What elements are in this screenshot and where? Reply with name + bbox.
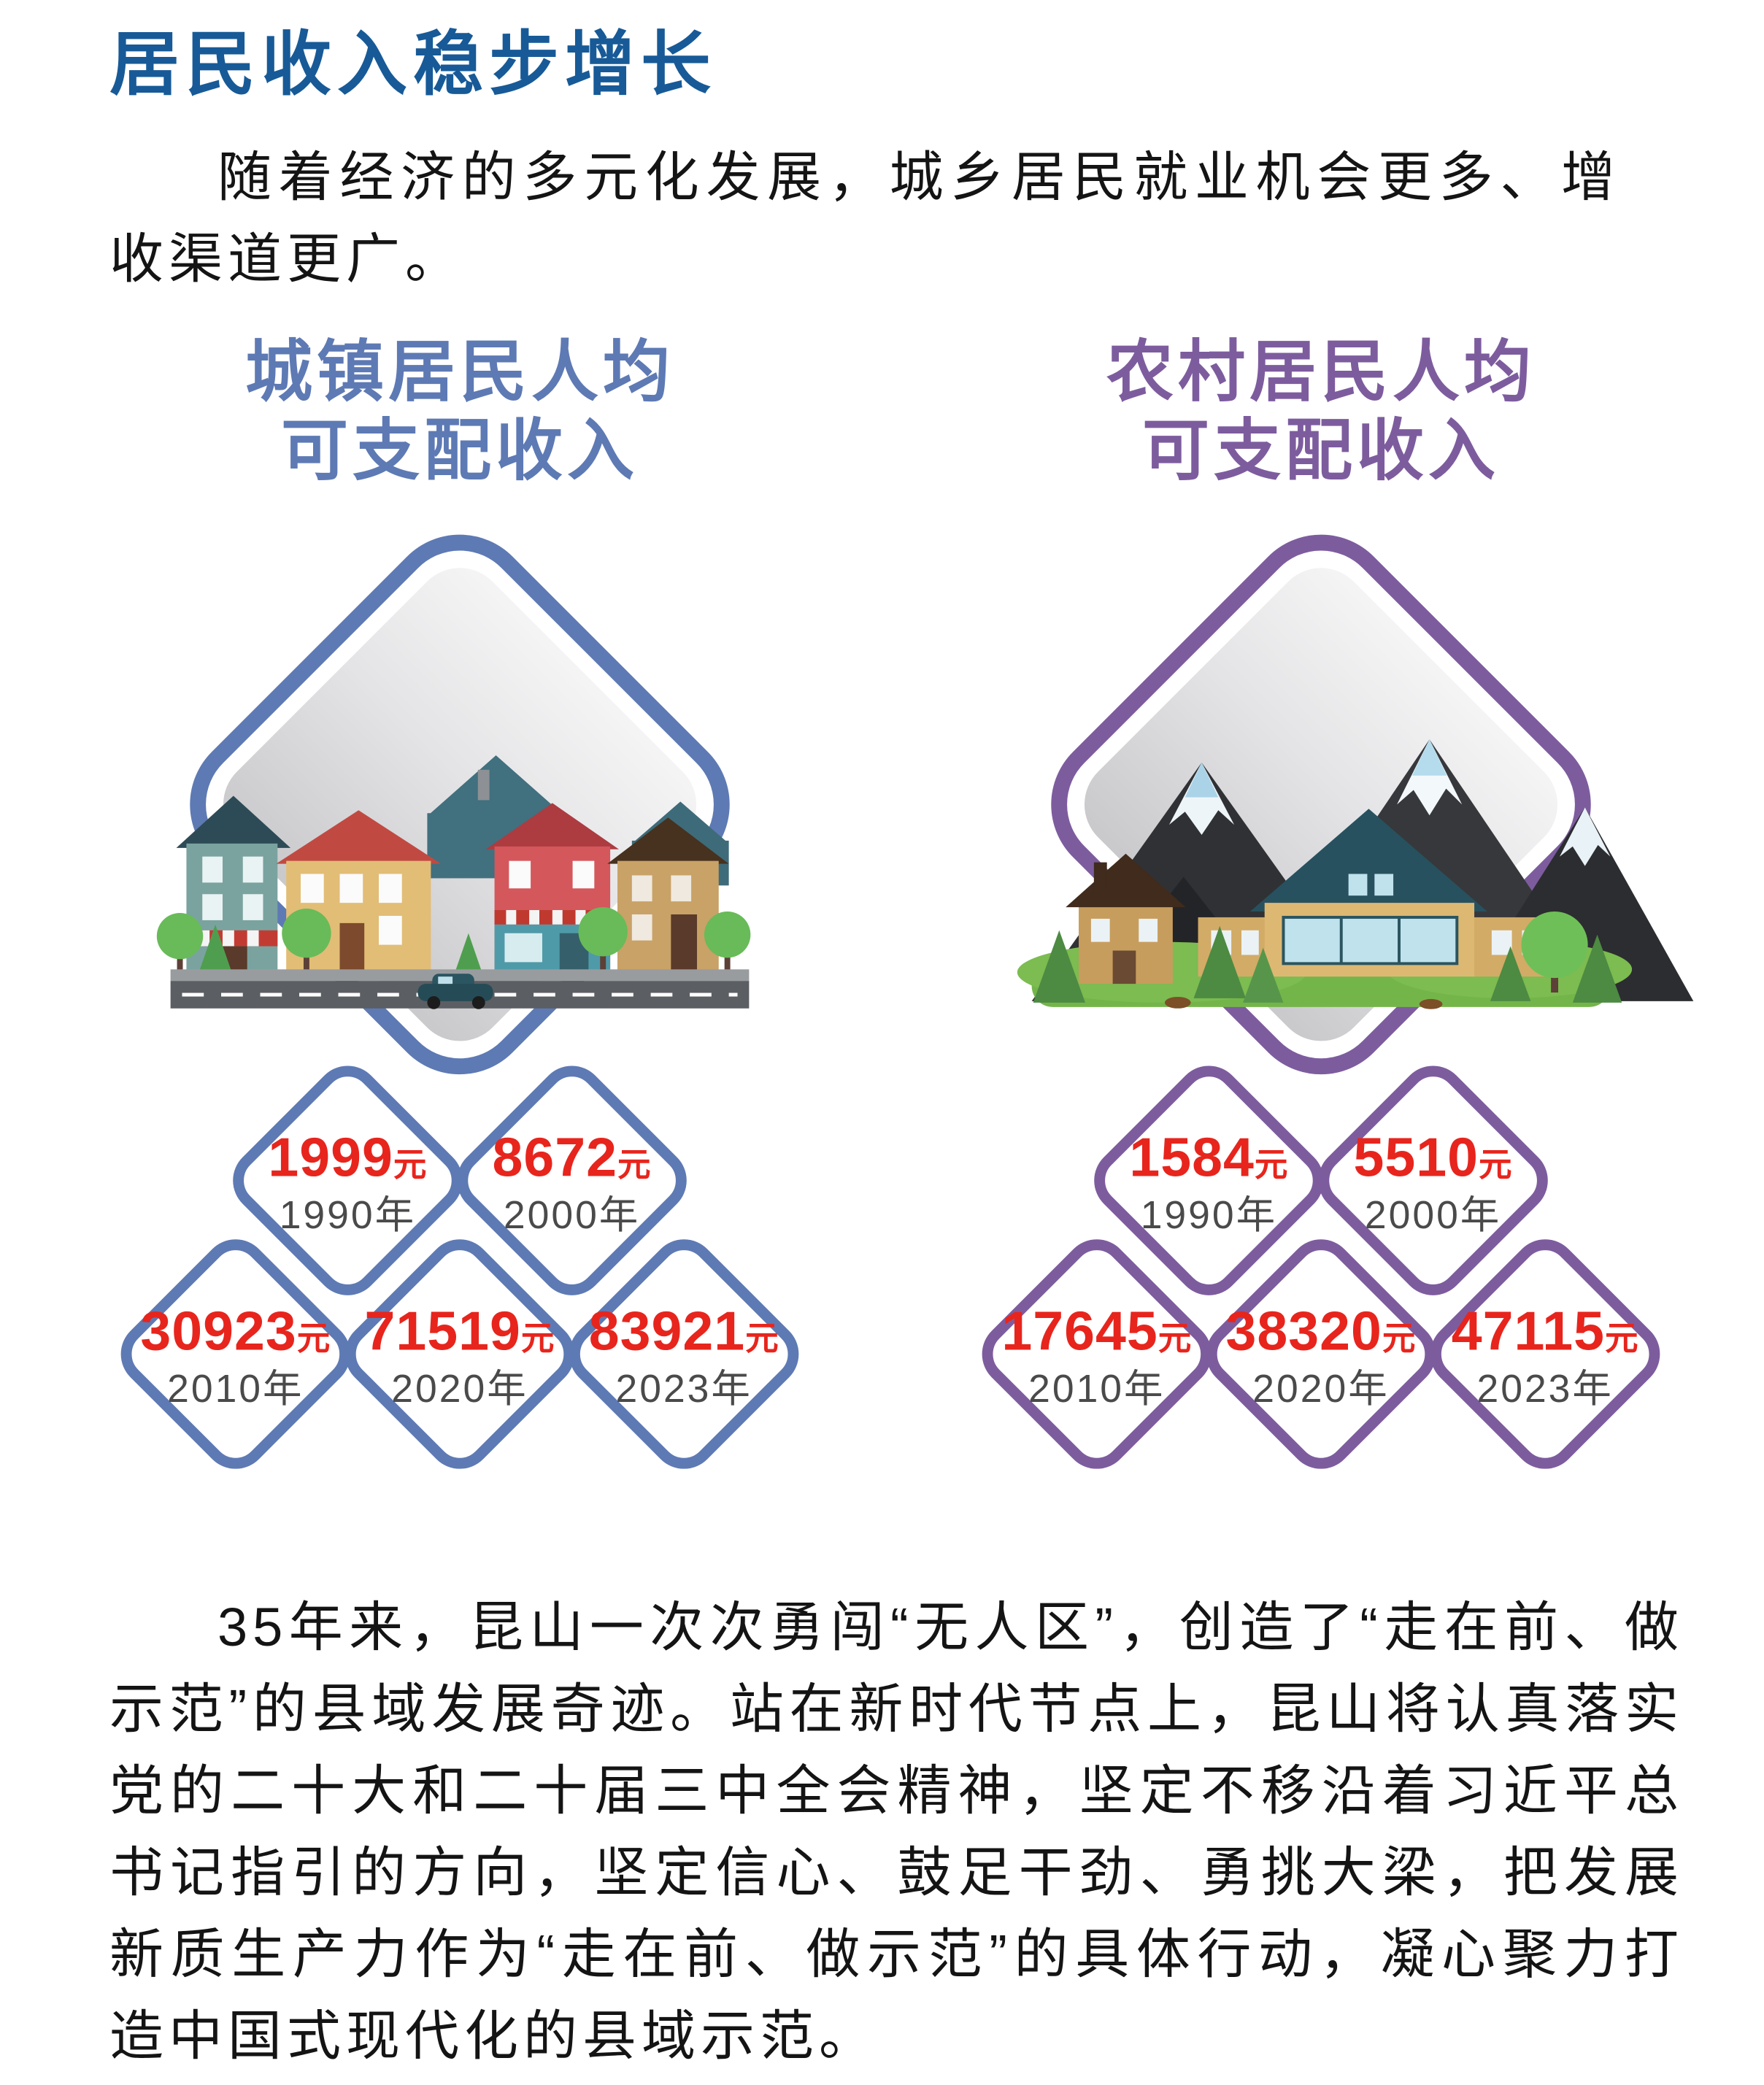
data-diamond: 8672元 2000年 [457,1065,687,1296]
income-value: 17645元 [1001,1300,1192,1362]
diamond-outline [1318,1065,1548,1296]
income-value: 71519元 [365,1300,555,1362]
rural-column: 农村居民人均 可支配收入 [923,334,1719,1484]
data-diamond: 1584元 1990年 [1094,1065,1324,1296]
income-columns: 城镇居民人均 可支配收入 [0,334,1764,1484]
diamond-outline [233,1065,463,1296]
diamond-outline [1430,1239,1660,1470]
diamond-outline [120,1239,351,1470]
diamond-outline [457,1065,687,1296]
data-diamond: 71519元 2020年 [344,1239,575,1470]
income-year: 2000年 [504,1194,640,1237]
rural-header: 农村居民人均 可支配收入 [923,334,1719,490]
intro-paragraph: 随着经济的多元化发展，城乡居民就业机会更多、增收渠道更广。 [109,147,1620,290]
income-year: 2010年 [167,1368,304,1411]
trees-group [1033,912,1622,1010]
trees-group [156,907,751,971]
urban-header-line2: 可支配收入 [280,413,639,488]
data-diamond: 38320元 2020年 [1206,1239,1436,1470]
rural-big-diamond [1051,535,1591,1075]
income-year: 1990年 [1141,1194,1277,1237]
rural-illustration [1017,739,1694,1010]
income-year: 2020年 [391,1368,528,1411]
diamond-outline [982,1239,1212,1470]
data-diamond: 30923元 2010年 [120,1239,351,1470]
rural-header-line2: 可支配收入 [1141,413,1500,488]
urban-illustration [156,755,751,1010]
data-diamond: 1999元 1990年 [233,1065,463,1296]
income-value: 30923元 [140,1300,331,1362]
income-value: 8672元 [493,1127,652,1188]
income-value: 47115元 [1452,1300,1639,1362]
data-diamond: 17645元 2010年 [982,1239,1212,1470]
urban-cluster: 1999元 1990年 8672元 2000年 30923元 2010年 715… [120,535,799,1470]
income-value: 5510元 [1354,1127,1513,1188]
income-value: 1999元 [268,1127,427,1188]
diamond-outline [1206,1239,1436,1470]
income-value: 83921元 [589,1300,779,1362]
houses-group [176,795,729,971]
income-year: 2020年 [1252,1368,1389,1411]
diamond-outline [569,1239,799,1470]
income-year: 2023年 [1476,1368,1613,1411]
income-value: 38320元 [1226,1300,1417,1362]
income-year: 2023年 [615,1368,752,1411]
income-value: 1584元 [1129,1127,1288,1188]
urban-column: 城镇居民人均 可支配收入 [62,334,858,1484]
income-year: 2010年 [1028,1368,1165,1411]
data-diamond: 47115元 2023年 [1430,1239,1660,1470]
urban-header: 城镇居民人均 可支配收入 [62,334,858,490]
car [417,974,493,1010]
diamond-outline [1094,1065,1324,1296]
income-year: 2000年 [1365,1194,1501,1237]
diamond-outline [344,1239,575,1470]
rural-header-line1: 农村居民人均 [1106,335,1536,410]
data-diamond: 83921元 2023年 [569,1239,799,1470]
urban-header-line1: 城镇居民人均 [244,335,674,410]
closing-paragraph: 35年来，昆山一次次勇闯“无人区”，创造了“走在前、做示范”的县域发展奇迹。站在… [109,1597,1684,2067]
data-diamond: 5510元 2000年 [1318,1065,1548,1296]
income-year: 1990年 [280,1194,416,1237]
rural-cluster: 1584元 1990年 5510元 2000年 17645元 2010年 383… [982,535,1694,1470]
page-title: 居民收入稳步增长 [109,26,717,104]
